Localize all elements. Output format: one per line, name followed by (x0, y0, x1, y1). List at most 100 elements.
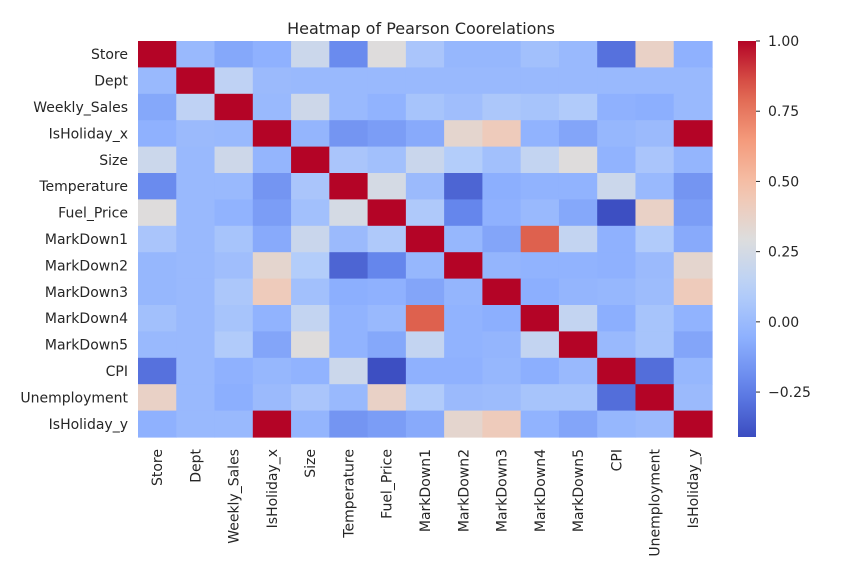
heatmap-cell (635, 225, 675, 253)
heatmap-cell (367, 410, 407, 438)
heatmap-cell (520, 225, 560, 253)
x-tick-label: Unemployment (648, 449, 664, 557)
y-tick-labels: Store Dept Weekly_Sales IsHoliday_x Size Temp… (20, 47, 128, 433)
x-tick-label: MarkDown2 (456, 449, 472, 532)
heatmap-cell (444, 278, 483, 306)
heatmap-cell (291, 410, 330, 438)
heatmap-cell (252, 199, 292, 227)
heatmap-cell (520, 384, 560, 412)
heatmap-cell (405, 410, 445, 438)
heatmap-cell (520, 305, 560, 332)
y-tick-label: Store (91, 47, 128, 63)
heatmap-cell (482, 67, 522, 95)
heatmap-cell (329, 305, 369, 332)
heatmap-cell (597, 173, 637, 200)
heatmap-cell (558, 146, 598, 174)
heatmap-cell (558, 410, 598, 438)
heatmap-cell (367, 199, 407, 227)
heatmap-cell (597, 252, 637, 280)
heatmap-cell (367, 173, 407, 200)
heatmap-cell (252, 146, 292, 174)
heatmap-cell (367, 252, 407, 280)
heatmap-cell (252, 120, 292, 148)
chart-title: Heatmap of Pearson Coorelations (287, 19, 555, 38)
heatmap-cell (444, 252, 483, 280)
heatmap-cell (558, 225, 598, 253)
heatmap-cell (673, 278, 713, 306)
heatmap-cell (214, 146, 254, 174)
heatmap-cell (329, 225, 369, 253)
heatmap-cell (176, 120, 216, 148)
heatmap-cell (252, 225, 292, 253)
heatmap-cell (482, 384, 522, 412)
heatmap-cell (444, 173, 483, 200)
heatmap-cell (444, 120, 483, 148)
heatmap-cell (673, 225, 713, 253)
heatmap-cell (176, 305, 216, 332)
heatmap-cell (635, 173, 675, 200)
heatmap-cell (597, 93, 637, 121)
heatmap-cell (520, 410, 560, 438)
heatmap-cell (405, 357, 445, 385)
heatmap-cell (252, 93, 292, 121)
heatmap-cell (291, 173, 330, 200)
heatmap-cell (482, 120, 522, 148)
heatmap-cell (597, 41, 637, 68)
heatmap-cell (597, 146, 637, 174)
heatmap-cell (138, 384, 177, 412)
heatmap-cell (291, 120, 330, 148)
heatmap-cell (214, 252, 254, 280)
heatmap-cell (635, 93, 675, 121)
heatmap-cell (482, 225, 522, 253)
heatmap-cell (635, 384, 675, 412)
heatmap-cell (329, 357, 369, 385)
heatmap-cell (520, 146, 560, 174)
colorbar-tick-label: 0.50 (768, 174, 799, 190)
heatmap-cell (405, 120, 445, 148)
heatmap-cell (329, 199, 369, 227)
heatmap-cell (367, 384, 407, 412)
heatmap-cell (635, 67, 675, 95)
colorbar-tick-label: 0.00 (768, 315, 799, 331)
x-tick-label: Weekly_Sales (227, 449, 243, 544)
heatmap-cell (673, 305, 713, 332)
heatmap-cell (291, 41, 330, 68)
heatmap-cell (367, 67, 407, 95)
heatmap-cell (558, 252, 598, 280)
heatmap-cell (176, 252, 216, 280)
x-tick-label: Size (303, 449, 319, 478)
heatmap-cell (291, 93, 330, 121)
heatmap-cell (405, 93, 445, 121)
heatmap-cell (405, 199, 445, 227)
y-tick-label: Weekly_Sales (33, 100, 128, 116)
x-tick-label: MarkDown5 (571, 449, 587, 532)
y-tick-label: Fuel_Price (58, 206, 128, 222)
heatmap-cell (482, 252, 522, 280)
heatmap-cell (673, 199, 713, 227)
heatmap-cell (635, 410, 675, 438)
heatmap-cell (558, 384, 598, 412)
heatmap-cell (673, 357, 713, 385)
y-tick-label: MarkDown2 (45, 258, 128, 274)
heatmap-cell (444, 410, 483, 438)
heatmap-cell (291, 384, 330, 412)
heatmap-cell (252, 278, 292, 306)
heatmap-cell (405, 41, 445, 68)
heatmap-cell (635, 331, 675, 359)
x-tick-label: MarkDown3 (495, 449, 511, 532)
y-tick-label: MarkDown1 (45, 232, 128, 248)
heatmap-cell (673, 410, 713, 438)
heatmap-cell (367, 41, 407, 68)
heatmap-cell (597, 67, 637, 95)
heatmap-cell (673, 173, 713, 200)
heatmap-cell (252, 173, 292, 200)
heatmap-cell (138, 93, 177, 121)
heatmap-cell (138, 199, 177, 227)
heatmap-cell (214, 120, 254, 148)
heatmap-cell (214, 410, 254, 438)
heatmap-cell (176, 67, 216, 95)
heatmap-cell (444, 357, 483, 385)
heatmap-cell (252, 305, 292, 332)
heatmap-cell (482, 278, 522, 306)
